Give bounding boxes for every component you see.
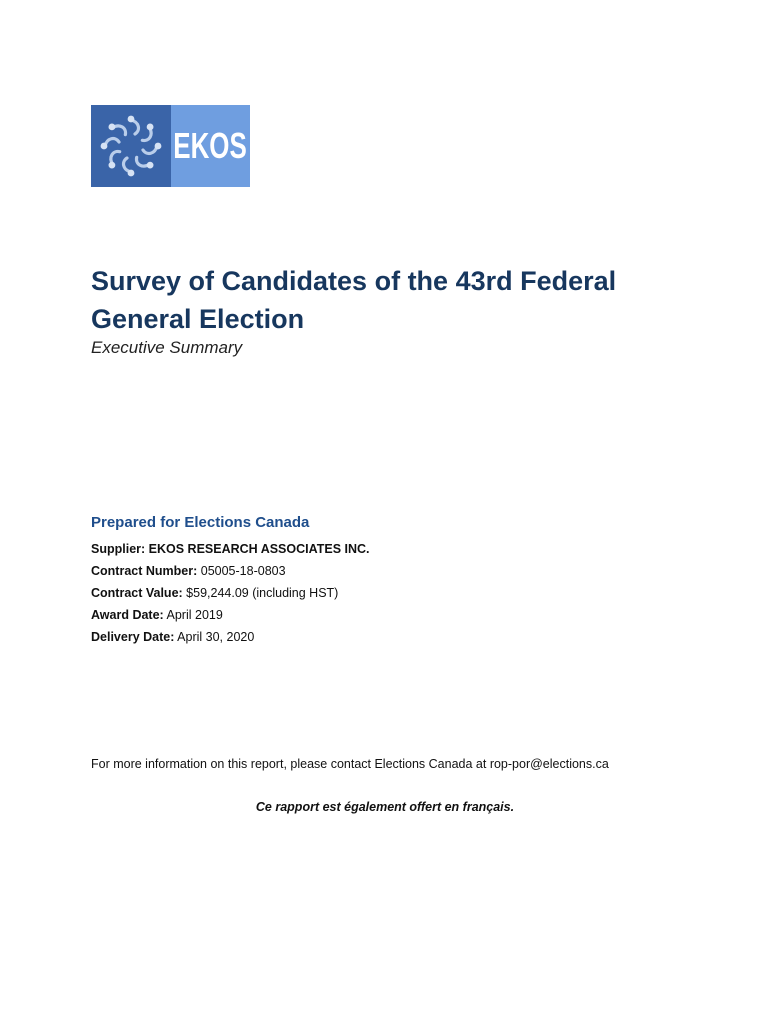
french-availability-note: Ce rapport est également offert en franç… [255,800,515,814]
title-line-1: Survey of Candidates of the 43rd Federal [91,266,617,296]
detail-label: Award Date: [91,608,164,622]
contract-details: Supplier: EKOS RESEARCH ASSOCIATES INC. … [91,540,370,650]
detail-contract-value: Contract Value: $59,244.09 (including HS… [91,584,370,606]
logo-wordmark: EKOS [171,105,250,187]
logo-circle-icon [100,115,162,177]
detail-contract-number: Contract Number: 05005-18-0803 [91,562,370,584]
detail-delivery-date: Delivery Date: April 30, 2020 [91,628,370,650]
logo-emblem [91,105,171,187]
document-title: Survey of Candidates of the 43rd Federal… [91,262,691,338]
logo-text: EKOS [173,125,248,166]
ekos-logo: EKOS [91,105,250,187]
detail-label: Delivery Date: [91,630,175,644]
detail-value: April 2019 [166,608,223,622]
detail-value: $59,244.09 (including HST) [186,586,339,600]
title-line-2: General Election [91,304,305,334]
contact-info: For more information on this report, ple… [91,757,609,771]
prepared-for-heading: Prepared for Elections Canada [91,514,310,531]
detail-value: April 30, 2020 [177,630,255,644]
detail-supplier: Supplier: EKOS RESEARCH ASSOCIATES INC. [91,540,370,562]
detail-label: Contract Number: [91,564,198,578]
document-subtitle: Executive Summary [91,338,243,357]
detail-value: 05005-18-0803 [200,564,286,578]
detail-label: Contract Value: [91,586,183,600]
detail-label: Supplier: EKOS RESEARCH ASSOCIATES INC. [91,542,370,556]
detail-award-date: Award Date: April 2019 [91,606,370,628]
